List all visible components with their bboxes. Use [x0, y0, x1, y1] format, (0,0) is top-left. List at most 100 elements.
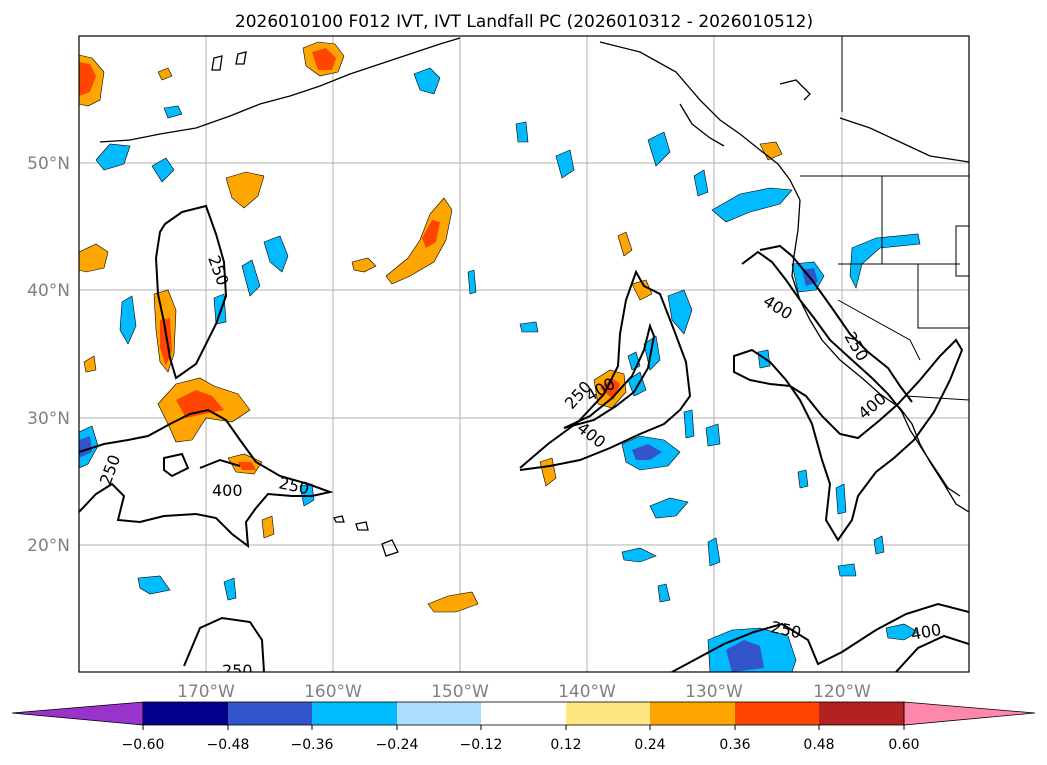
- coastline-hawaii-2: [355, 521, 369, 531]
- neg-blob-132w-30n: [683, 409, 695, 439]
- neg-blob-143w-53n: [515, 121, 529, 143]
- coastline-baja: [899, 407, 961, 497]
- neg-blob-130w-47n: [693, 169, 709, 197]
- neg-blob-118w-43n: [849, 233, 921, 289]
- contour-250-sw: [733, 338, 964, 542]
- lon-label-160w: 160°W: [304, 682, 362, 702]
- neg-blob-176w-38n: [119, 295, 137, 345]
- contour-400-small-loop: [163, 452, 190, 478]
- pos-blob-155w-small: [351, 257, 377, 273]
- coastline-ne-bay: [839, 117, 969, 163]
- neg-blob-130w-28n: [705, 423, 721, 447]
- contour-400-south-east: [895, 634, 969, 672]
- colorbar-extend-left: [11, 701, 144, 726]
- colorbar-segment-3: [312, 702, 397, 725]
- pos-blob-dateline-north-core: [79, 62, 96, 96]
- neg-blob-133w-38n: [667, 289, 693, 335]
- neg-blob-166w-43n: [263, 235, 289, 273]
- neg-blob-120w-28n: [835, 483, 847, 515]
- contour-250-south-small: [183, 616, 265, 672]
- pos-blob-150w-band: [385, 197, 453, 285]
- contour-400-140w: [563, 322, 656, 429]
- pos-blob-150w-16n: [427, 591, 479, 613]
- pos-blob-137w-43n: [617, 231, 633, 257]
- coastline-hawaii-1: [381, 539, 399, 557]
- neg-blob-dot-d: [467, 269, 477, 295]
- colorbar-extend-right: [903, 701, 1036, 726]
- neg-blob-114w-13n: [885, 623, 919, 641]
- contour-250-170w-north: [154, 204, 228, 380]
- contour-400-dash: [199, 458, 241, 469]
- coastline-east-islands: [779, 79, 811, 101]
- cb-label-2: −0.48: [207, 737, 250, 753]
- cb-label-8: 0.36: [719, 737, 750, 753]
- neg-blob-128w-13n-core: [726, 640, 764, 672]
- plot-frame: [78, 35, 970, 673]
- neg-blob-dot-f: [797, 469, 809, 489]
- colorbar-segment-2: [228, 702, 312, 725]
- neg-blob-135w-50n: [647, 131, 671, 167]
- neg-blob-135w-27n-core: [632, 444, 662, 460]
- pos-blob-165w: [225, 171, 265, 209]
- neg-blob-dot-a: [163, 105, 183, 119]
- coastline-aleutian-island: [211, 55, 223, 71]
- cb-label-3: −0.36: [291, 737, 334, 753]
- pos-blob-dateline-40n: [79, 243, 109, 273]
- pos-blob-167w-25n-core: [238, 462, 256, 470]
- contour-400-us-coast: [741, 250, 905, 415]
- lon-label-120w: 120°W: [813, 682, 871, 702]
- lat-label-40n: 40°N: [27, 281, 70, 301]
- figure-title: 2026010100 F012 IVT, IVT Landfall PC (20…: [235, 12, 813, 32]
- neg-blob-130w-19n: [707, 537, 721, 567]
- neg-blob-176w-16n: [137, 575, 171, 595]
- pos-blob-170w-30n-core: [176, 390, 224, 418]
- ivt-contours: [79, 204, 969, 672]
- neg-blob-120w-17n: [837, 563, 857, 577]
- contour-250-140w: [519, 269, 692, 471]
- colorbar: −0.60 −0.48 −0.36 −0.24 −0.12 0.12 0.24 …: [11, 701, 1036, 753]
- coastlines: [99, 37, 969, 557]
- colorbar-segment-4: [397, 702, 481, 725]
- contour-250-south-east: [671, 602, 969, 672]
- colorbar-tick-marks: [142, 725, 905, 730]
- cb-label-5: −0.12: [460, 737, 503, 753]
- latitude-labels: 20°N 30°N 40°N 50°N: [27, 154, 70, 556]
- positive-ivt-regions: [79, 41, 783, 613]
- neg-blob-dot-g: [657, 583, 671, 603]
- lat-label-50n: 50°N: [27, 154, 70, 174]
- neg-blob-136w-19n: [621, 547, 657, 563]
- neg-blob-135w-35n: [643, 335, 661, 371]
- cb-label-9: 0.48: [803, 737, 834, 753]
- coastline-alaska-panhandle: [599, 41, 801, 201]
- contour-label-250-g: 250: [222, 661, 253, 680]
- neg-blob-dateline-27n-core: [79, 436, 92, 458]
- negative-ivt-regions: [79, 67, 921, 672]
- neg-blob-178w-50n: [95, 143, 131, 171]
- contour-label-400-a: 400: [212, 481, 243, 500]
- colorbar-segment-5: [481, 702, 566, 725]
- neg-blob-140w-49n: [555, 149, 575, 179]
- cb-label-1: −0.60: [122, 737, 165, 753]
- colorbar-segment-9: [819, 702, 904, 725]
- coastline-bc-islands: [679, 103, 725, 147]
- neg-blob-dot-c: [519, 321, 539, 333]
- neg-blob-116w-20n: [873, 535, 885, 555]
- pos-blob-165w-21n: [261, 515, 275, 539]
- coastline-alaska: [99, 37, 461, 143]
- colorbar-frame: [142, 701, 905, 726]
- neg-blob-148w-56n: [413, 67, 441, 95]
- cb-label-10: 0.60: [888, 737, 919, 753]
- border-state-5: [955, 225, 969, 277]
- pos-blob-aleutian-core: [312, 48, 336, 70]
- lat-label-30n: 30°N: [27, 409, 70, 429]
- neg-blob-172w-48n: [151, 157, 175, 183]
- lon-label-170w: 170°W: [177, 682, 235, 702]
- border-state-4: [917, 264, 969, 329]
- neg-blob-168w-40n: [241, 259, 261, 297]
- lon-label-130w: 130°W: [685, 682, 743, 702]
- pos-blob-dot-2: [83, 355, 97, 373]
- coastline-us-west: [791, 199, 969, 513]
- border-state-3: [837, 299, 921, 361]
- lat-label-20n: 20°N: [27, 536, 70, 556]
